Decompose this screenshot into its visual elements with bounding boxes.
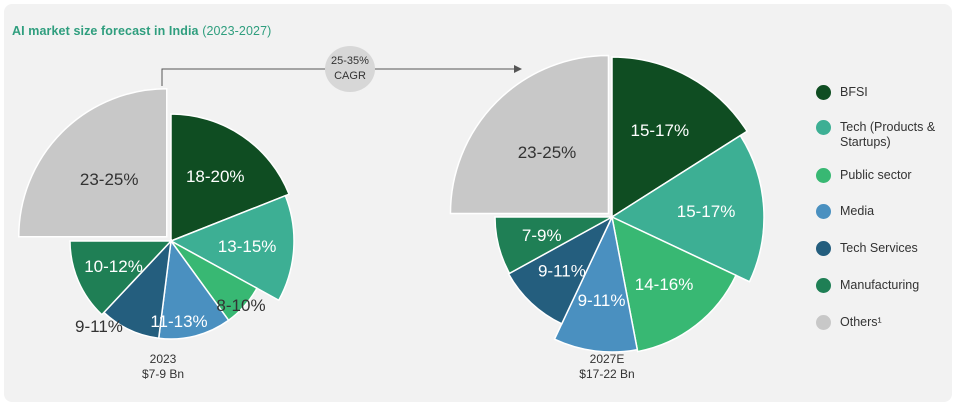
- pie-slice-others-2027e: [449, 54, 610, 215]
- caption-2023-total: $7-9 Bn: [141, 367, 185, 381]
- cagr-badge: 25-35% CAGR: [325, 46, 375, 92]
- pie-slice-bfsi-2027e: [611, 56, 749, 219]
- pie-label-bfsi-2023: 18-20%: [186, 167, 245, 186]
- pie-slice-others-2023: [18, 88, 168, 238]
- legend-swatch-tech-services: [816, 241, 831, 256]
- pie-label-tech-products-startups-2023: 13-15%: [218, 237, 277, 256]
- pie-label-media-2023: 11-13%: [150, 312, 207, 331]
- pie-label-tech-products-startups-2027e: 15-17%: [677, 202, 736, 221]
- legend-label-tech-products: Tech (Products & Startups): [840, 120, 936, 149]
- cagr-arrow: [161, 65, 522, 86]
- pie-slice-tech-services-2027e: [507, 215, 614, 325]
- chart-title: AI market size forecast in India (2023-2…: [12, 24, 271, 38]
- cagr-label: CAGR: [334, 70, 366, 82]
- pie-label-manufacturing-2023: 10-12%: [84, 257, 143, 276]
- legend-swatch-bfsi: [816, 85, 831, 100]
- pie-slice-media-2023: [157, 239, 230, 340]
- legend-label-tech-services: Tech Services: [840, 241, 918, 255]
- legend-item-tech-services: Tech Services: [816, 241, 940, 256]
- legend-swatch-manufacturing: [816, 278, 831, 293]
- pie-label-manufacturing-2027e: 7-9%: [522, 226, 562, 245]
- legend-swatch-public-sector: [816, 168, 831, 183]
- legend-label-manufacturing: Manufacturing: [840, 278, 920, 292]
- pie-label-bfsi-2027e: 15-17%: [630, 121, 689, 140]
- cagr-value: 25-35%: [331, 55, 369, 67]
- legend-item-tech-products: Tech (Products & Startups): [816, 120, 940, 150]
- legend-item-public-sector: Public sector: [816, 168, 940, 183]
- caption-2023: 2023 $7-9 Bn: [103, 352, 223, 382]
- caption-2027e-year: 2027E: [589, 352, 625, 366]
- pie-label-media-2027e: 9-11%: [578, 291, 626, 310]
- legend-label-others: Others¹: [840, 315, 882, 329]
- pie-2027e: 15-17% 15-17% 14-16% 9-11% 9-11% 7-9% 23-25%: [449, 54, 765, 353]
- legend-item-media: Media: [816, 204, 940, 219]
- pie-label-public-sector-2027e: 14-16%: [635, 275, 694, 294]
- pie-slice-tech-products-startups-2027e: [610, 134, 765, 283]
- legend-item-manufacturing: Manufacturing: [816, 278, 940, 293]
- legend-swatch-tech-products: [816, 120, 831, 135]
- legend-swatch-media: [816, 204, 831, 219]
- pie-label-tech-services-2027e: 9-11%: [538, 261, 586, 280]
- legend-label-public-sector: Public sector: [840, 168, 912, 182]
- pie-label-public-sector-2023: 8-10%: [216, 296, 265, 315]
- legend-label-bfsi: BFSI: [840, 85, 868, 99]
- chart-title-text: AI market size forecast in India: [12, 24, 199, 38]
- pie-label-others-2027e: 23-25%: [518, 143, 577, 162]
- pie-label-tech-services-2023: 9-11%: [75, 317, 123, 336]
- pie-slice-tech-products-startups-2023: [169, 194, 295, 302]
- caption-2027e: 2027E $17-22 Bn: [547, 352, 667, 382]
- pie-label-others-2023: 23-25%: [80, 170, 139, 189]
- pie-2023: 18-20% 13-15% 8-10% 11-13% 9-11% 10-12% 23-25%: [18, 88, 295, 340]
- legend-item-bfsi: BFSI: [816, 85, 940, 100]
- chart-title-years: (2023-2027): [202, 24, 272, 38]
- pie-slice-bfsi-2023: [170, 113, 291, 243]
- legend-swatch-others: [816, 315, 831, 330]
- legend-item-others: Others¹: [816, 315, 940, 330]
- pie-slice-media-2027e: [553, 214, 639, 353]
- pie-slice-manufacturing-2027e: [494, 216, 613, 275]
- caption-2027e-total: $17-22 Bn: [579, 367, 635, 381]
- pie-slice-manufacturing-2023: [69, 240, 173, 316]
- caption-2023-year: 2023: [149, 352, 177, 366]
- pie-slice-public-sector-2027e: [610, 215, 737, 353]
- legend-label-media: Media: [840, 204, 875, 218]
